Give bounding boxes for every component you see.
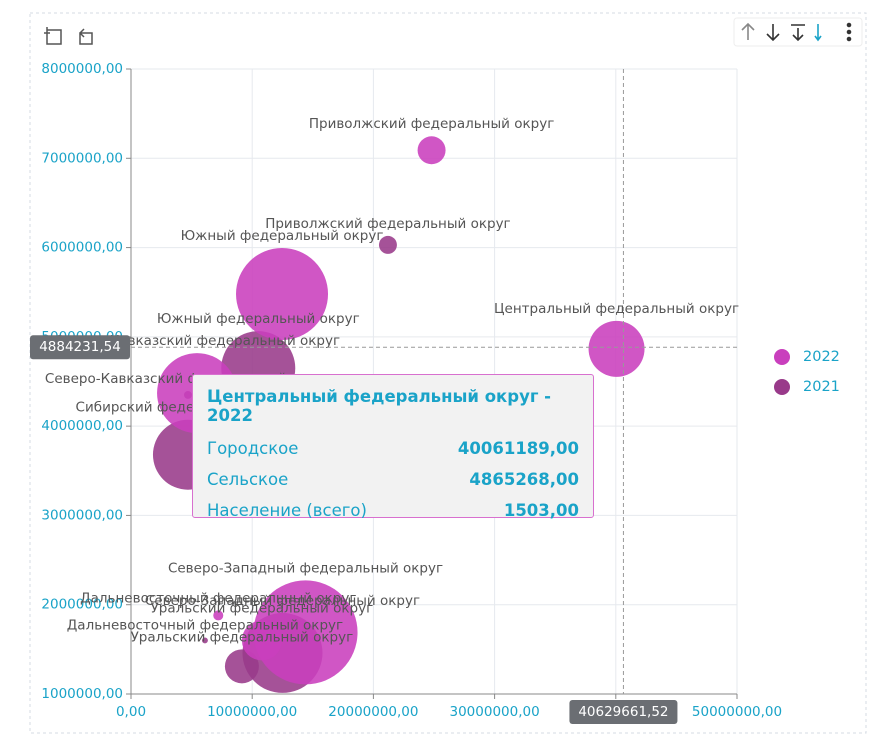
- tooltip-label: Городское: [207, 439, 299, 458]
- tooltip-row: Население (всего) 1503,00: [207, 495, 579, 526]
- tooltip-label: Население (всего): [207, 501, 367, 520]
- bubble-label: Северо-Западный федеральный округ: [168, 560, 443, 576]
- crosshair-y-box: [30, 335, 130, 360]
- tooltip-row: Сельское 4865268,00: [207, 464, 579, 495]
- x-tick-label: 50000000,00: [692, 704, 782, 720]
- bubble: [378, 235, 397, 254]
- toolbar-icons[interactable]: [741, 22, 852, 42]
- bubble: [236, 247, 329, 341]
- tooltip-title: Центральный федеральный округ - 2022: [207, 387, 552, 425]
- bubble-label: Северо-Западный федеральный округ: [145, 593, 420, 609]
- bubble: [213, 610, 224, 621]
- bubble-label: Дальневосточный федеральный округ: [67, 617, 343, 633]
- y-tick-label: 6000000,00: [41, 240, 123, 256]
- bubble-label: Уральский федеральный округ: [151, 600, 374, 616]
- y-tick-label: 4000000,00: [41, 418, 123, 434]
- bubble: [253, 580, 358, 685]
- legend-label: 2022: [803, 349, 840, 365]
- bubble-label: Уральский федеральный округ: [131, 629, 354, 645]
- bubble-label: Приволжский федеральный округ: [309, 116, 554, 132]
- tooltip-row: Городское 40061189,00: [207, 433, 579, 464]
- bubble-label: Южный федеральный округ: [181, 228, 384, 244]
- frame: [29, 12, 867, 734]
- tooltip-value: 40061189,00: [457, 439, 579, 458]
- tooltip: Центральный федеральный округ - 2022 Горо…: [192, 374, 594, 520]
- x-tick-label: 10000000,00: [207, 704, 297, 720]
- y-tick-label: 8000000,00: [41, 61, 123, 77]
- bubble: [417, 136, 446, 165]
- tooltip-value: 4865268,00: [469, 470, 579, 489]
- bubble-label: Центральный федеральный округ: [494, 301, 739, 317]
- bubble: [201, 637, 208, 644]
- bubble: [241, 620, 282, 661]
- y-tick-label: 1000000,00: [41, 686, 123, 702]
- zoom-icons[interactable]: [44, 27, 93, 45]
- x-tick-label: 20000000,00: [328, 704, 418, 720]
- y-tick-label: 3000000,00: [41, 507, 123, 523]
- bubble: [224, 649, 259, 684]
- bubble: [588, 320, 645, 377]
- crosshair-x-box: [569, 700, 678, 724]
- bubble-label: Южный федеральный округ: [157, 311, 360, 327]
- crosshair-y-label: 4884231,54: [39, 339, 121, 355]
- y-tick-label: 7000000,00: [41, 150, 123, 166]
- tooltip-value: 1503,00: [503, 501, 579, 520]
- x-tick-label: 30000000,00: [450, 704, 540, 720]
- legend-label: 2021: [803, 379, 840, 395]
- tooltip-label: Сельское: [207, 470, 289, 489]
- bubble-label: Дальневосточный федеральный округ: [80, 590, 356, 606]
- y-tick-label: 2000000,00: [41, 597, 123, 613]
- bubble-label: Приволжский федеральный округ: [265, 216, 510, 232]
- legend-swatch: [774, 349, 790, 365]
- crosshair-x-label: 40629661,52: [578, 704, 668, 720]
- legend-swatch: [774, 379, 790, 395]
- x-tick-label: 0,00: [116, 704, 146, 720]
